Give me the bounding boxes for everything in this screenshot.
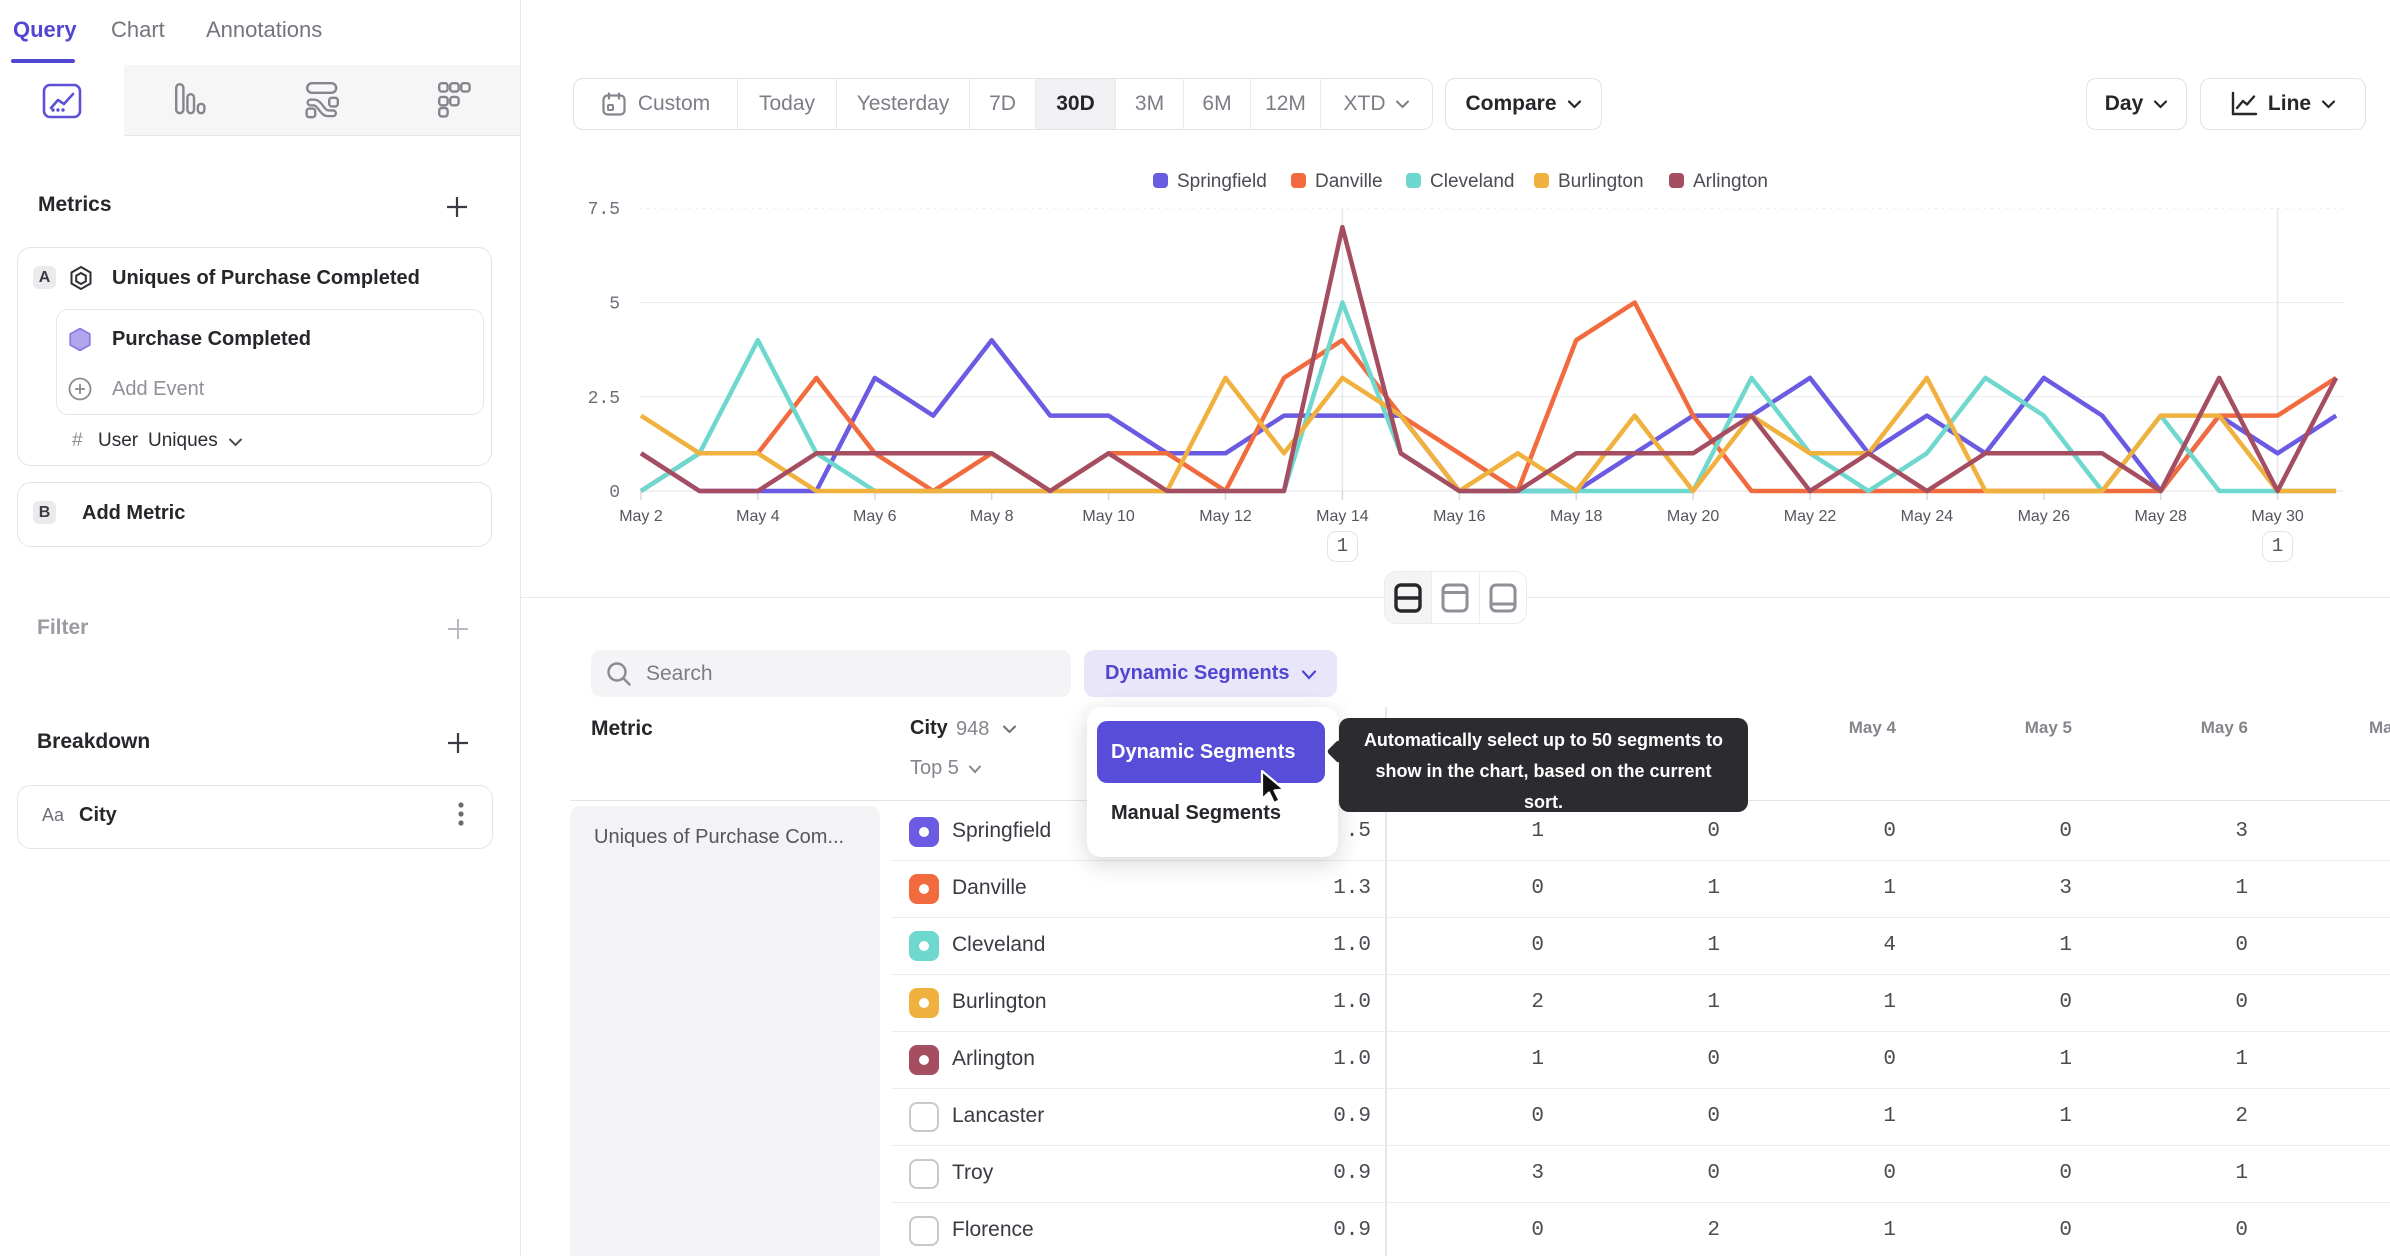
svg-text:May 10: May 10 [1082,508,1135,525]
svg-text:May 20: May 20 [1667,508,1720,525]
svg-text:May 30: May 30 [2251,508,2304,525]
svg-text:7.5: 7.5 [588,200,620,220]
svg-text:May 28: May 28 [2134,508,2187,525]
svg-text:May 8: May 8 [970,508,1014,525]
svg-text:May 26: May 26 [2018,508,2071,525]
svg-text:0: 0 [609,483,620,503]
svg-text:May 4: May 4 [736,508,780,525]
svg-text:May 14: May 14 [1316,508,1369,525]
svg-text:May 22: May 22 [1784,508,1837,525]
svg-text:May 6: May 6 [853,508,897,525]
svg-text:2.5: 2.5 [588,389,620,409]
svg-text:May 12: May 12 [1199,508,1252,525]
svg-text:May 24: May 24 [1901,508,1954,525]
svg-text:May 2: May 2 [619,508,663,525]
svg-text:May 18: May 18 [1550,508,1603,525]
svg-text:May 16: May 16 [1433,508,1486,525]
svg-text:5: 5 [609,295,620,315]
